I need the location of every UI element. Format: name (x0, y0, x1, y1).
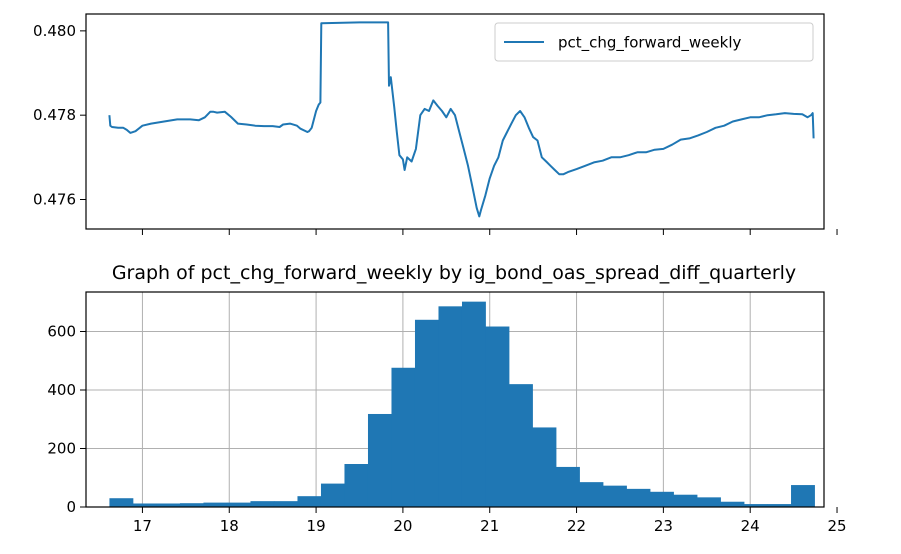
histogram-bar (320, 483, 345, 507)
histogram-bar (461, 301, 486, 507)
histogram-bar (156, 503, 181, 507)
histogram-bar (132, 503, 157, 507)
line-chart-x-axis (141, 229, 838, 235)
line-chart-panel: 0.476 0.478 0.480 pct_chg_forward_weekly (33, 13, 838, 235)
histogram-frame (85, 291, 825, 508)
series-line-pct-chg-forward-weekly (108, 21, 815, 218)
histogram-y-tick-label: 400 (47, 381, 76, 399)
histogram-bar (767, 504, 792, 507)
legend: pct_chg_forward_weekly (494, 22, 814, 62)
histogram-bar (579, 482, 604, 507)
histogram-y-axis: 0 200 400 600 (47, 322, 86, 516)
histogram-bar (391, 367, 416, 507)
histogram-bar (203, 502, 228, 507)
histogram-bar (532, 427, 557, 507)
histogram-x-tick-label: 17 (133, 517, 152, 535)
histogram-bar (367, 413, 392, 507)
histogram-x-tick-label: 18 (220, 517, 239, 535)
line-chart-y-tick-label: 0.480 (33, 22, 76, 40)
histogram-bar (485, 326, 510, 507)
legend-label: pct_chg_forward_weekly (558, 34, 742, 53)
histogram-bar (438, 306, 463, 507)
histogram-bar (720, 501, 745, 507)
histogram-bar (297, 496, 322, 507)
histogram-bar (650, 491, 674, 507)
histogram-title: Graph of pct_chg_forward_weekly by ig_bo… (112, 262, 796, 284)
line-chart-y-axis: 0.476 0.478 0.480 (33, 22, 86, 208)
histogram-bar (414, 319, 439, 507)
histogram-bar (273, 501, 298, 507)
histogram-y-tick-label: 200 (47, 439, 76, 457)
histogram-bar (344, 464, 369, 507)
histogram-bar (109, 498, 134, 507)
histogram-bar (603, 485, 627, 507)
histogram-bar (791, 485, 815, 507)
histogram-bar (673, 494, 698, 507)
histogram-panel: Graph of pct_chg_forward_weekly by ig_bo… (47, 262, 846, 535)
histogram-y-tick-label: 0 (66, 498, 76, 516)
histogram-bar (250, 501, 275, 507)
histogram-bar (226, 502, 251, 507)
histogram-bar (556, 466, 580, 507)
histogram-x-tick-label: 20 (393, 517, 412, 535)
histogram-bars (109, 301, 815, 507)
histogram-x-tick-label: 24 (741, 517, 760, 535)
line-chart-y-tick-label: 0.478 (33, 106, 76, 124)
legend-box (494, 22, 814, 62)
histogram-x-axis: 17 18 19 20 21 22 23 24 25 (133, 507, 847, 535)
histogram-bar (626, 488, 651, 507)
histogram-x-tick-label: 23 (654, 517, 673, 535)
histogram-bar (744, 504, 768, 507)
line-chart-frame (85, 13, 825, 230)
histogram-x-tick-label: 25 (827, 517, 846, 535)
histogram-x-tick-label: 21 (480, 517, 499, 535)
histogram-bar (179, 503, 204, 507)
histogram-bar (697, 497, 721, 507)
histogram-bar (509, 384, 533, 507)
histogram-y-tick-label: 600 (47, 322, 76, 340)
histogram-x-tick-label: 19 (307, 517, 326, 535)
line-chart-y-tick-label: 0.476 (33, 190, 76, 208)
histogram-x-tick-label: 22 (567, 517, 586, 535)
